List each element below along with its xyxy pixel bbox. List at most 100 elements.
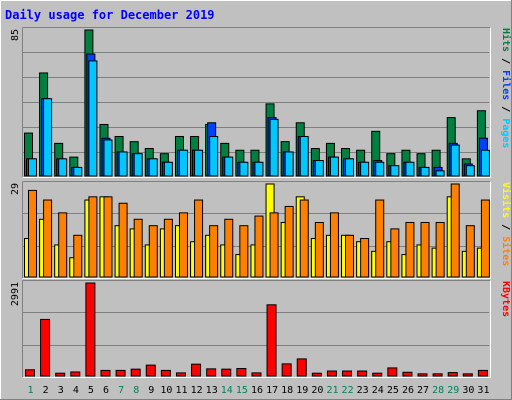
day-label: 7	[118, 385, 124, 396]
pages-bar	[148, 158, 158, 177]
hits-legend-separator: /	[500, 100, 511, 118]
pages-bar	[450, 144, 460, 177]
pages-bar	[375, 161, 385, 177]
sites-bar	[269, 212, 279, 278]
pages-bar	[239, 161, 249, 177]
sites-bar	[148, 225, 158, 278]
sites-bar	[345, 234, 355, 278]
day-label: 6	[103, 385, 109, 396]
kbytes-max-label: 2991	[10, 282, 21, 306]
kbytes-panel: 2991 KBytes	[10, 280, 511, 378]
kbytes-bar	[115, 369, 126, 377]
kbytes-bar	[342, 370, 353, 377]
kbytes-bar	[402, 371, 413, 377]
pages-bar	[209, 135, 219, 177]
kbytes-bar	[372, 372, 383, 377]
hits-legend-pages: Pages	[500, 118, 511, 148]
day-label: 26	[402, 385, 414, 396]
kbytes-legend-kbytes: KBytes	[500, 281, 511, 317]
sites-bar	[420, 221, 430, 278]
sites-bar	[390, 228, 400, 278]
day-label: 25	[387, 385, 399, 396]
sites-bar	[178, 212, 188, 278]
hits-legend-separator: /	[500, 52, 511, 70]
sites-bar	[133, 218, 143, 278]
sites-bar	[284, 205, 294, 278]
kbytes-bar	[296, 358, 307, 377]
day-label: 8	[133, 385, 139, 396]
hits-panel: 85 Hits / Files / Pages	[10, 27, 512, 178]
pages-bar	[194, 149, 204, 177]
pages-bar	[254, 161, 264, 177]
sites-bar	[88, 196, 98, 278]
kbytes-bar	[417, 373, 428, 377]
sites-bar	[28, 189, 37, 278]
day-label: 20	[311, 385, 323, 396]
kbytes-bar	[251, 372, 262, 377]
pages-bar	[43, 98, 53, 177]
kbytes-legend: KBytes	[500, 281, 511, 317]
sites-bar	[58, 212, 68, 278]
kbytes-bar	[70, 371, 81, 377]
visits-panel: 29 Visits / Sites	[10, 181, 512, 279]
kbytes-bar	[25, 369, 35, 377]
pages-bar	[345, 158, 355, 177]
kbytes-bar	[281, 363, 292, 377]
visits-legend-sites: Sites	[500, 236, 512, 266]
pages-bar	[465, 165, 475, 177]
kbytes-bar	[206, 368, 217, 377]
sites-bar	[73, 234, 83, 278]
kbytes-bar	[221, 368, 232, 377]
sites-bar	[194, 199, 204, 278]
pages-bar	[88, 60, 98, 177]
hits-legend: Hits / Files / Pages	[500, 28, 512, 148]
day-label: 14	[221, 385, 233, 396]
day-label: 4	[73, 385, 79, 396]
sites-bar	[375, 199, 385, 278]
pages-bar	[480, 149, 490, 177]
pages-bar	[118, 151, 128, 177]
hits-max-label: 85	[10, 29, 21, 41]
kbytes-bar	[357, 370, 368, 377]
day-label: 2	[43, 385, 49, 396]
pages-bar	[299, 135, 309, 177]
pages-bar	[224, 156, 234, 177]
kbytes-bar	[100, 369, 111, 377]
day-label: 10	[160, 385, 172, 396]
kbytes-bar	[447, 372, 458, 377]
pages-bar	[269, 118, 279, 177]
pages-bar	[73, 166, 83, 177]
pages-bar	[360, 161, 370, 177]
kbytes-bar	[160, 369, 171, 377]
kbytes-bar	[266, 304, 277, 377]
day-label: 1	[28, 385, 34, 396]
kbytes-bar	[85, 282, 96, 377]
day-label: 19	[296, 385, 308, 396]
day-label: 18	[281, 385, 293, 396]
chart-title: Daily usage for December 2019	[5, 8, 215, 22]
day-label: 13	[206, 385, 218, 396]
pages-bar	[28, 158, 37, 177]
visits-legend-visits: Visits	[500, 182, 512, 218]
day-label: 5	[88, 385, 94, 396]
sites-bar	[239, 225, 249, 278]
pages-bar	[163, 161, 173, 177]
day-label: 9	[148, 385, 154, 396]
day-labels: 1 2 3 4 5 6 7 8 9 10 11 12 13 14 15 16 17 18 19 20 21 22 23 24 2…	[28, 385, 490, 396]
sites-bar	[299, 199, 309, 278]
pages-bar	[405, 161, 415, 177]
day-label: 24	[372, 385, 384, 396]
sites-bar	[329, 212, 339, 278]
kbytes-bar	[462, 373, 473, 377]
day-label: 22	[342, 385, 354, 396]
day-label: 29	[447, 385, 459, 396]
kbytes-bar	[387, 367, 398, 377]
sites-bar	[435, 221, 445, 278]
pages-bar	[178, 149, 188, 177]
hits-legend-hits: Hits	[500, 28, 512, 52]
sites-bar	[163, 218, 173, 278]
day-label: 28	[432, 385, 444, 396]
pages-bar	[284, 151, 294, 177]
day-label: 16	[251, 385, 263, 396]
